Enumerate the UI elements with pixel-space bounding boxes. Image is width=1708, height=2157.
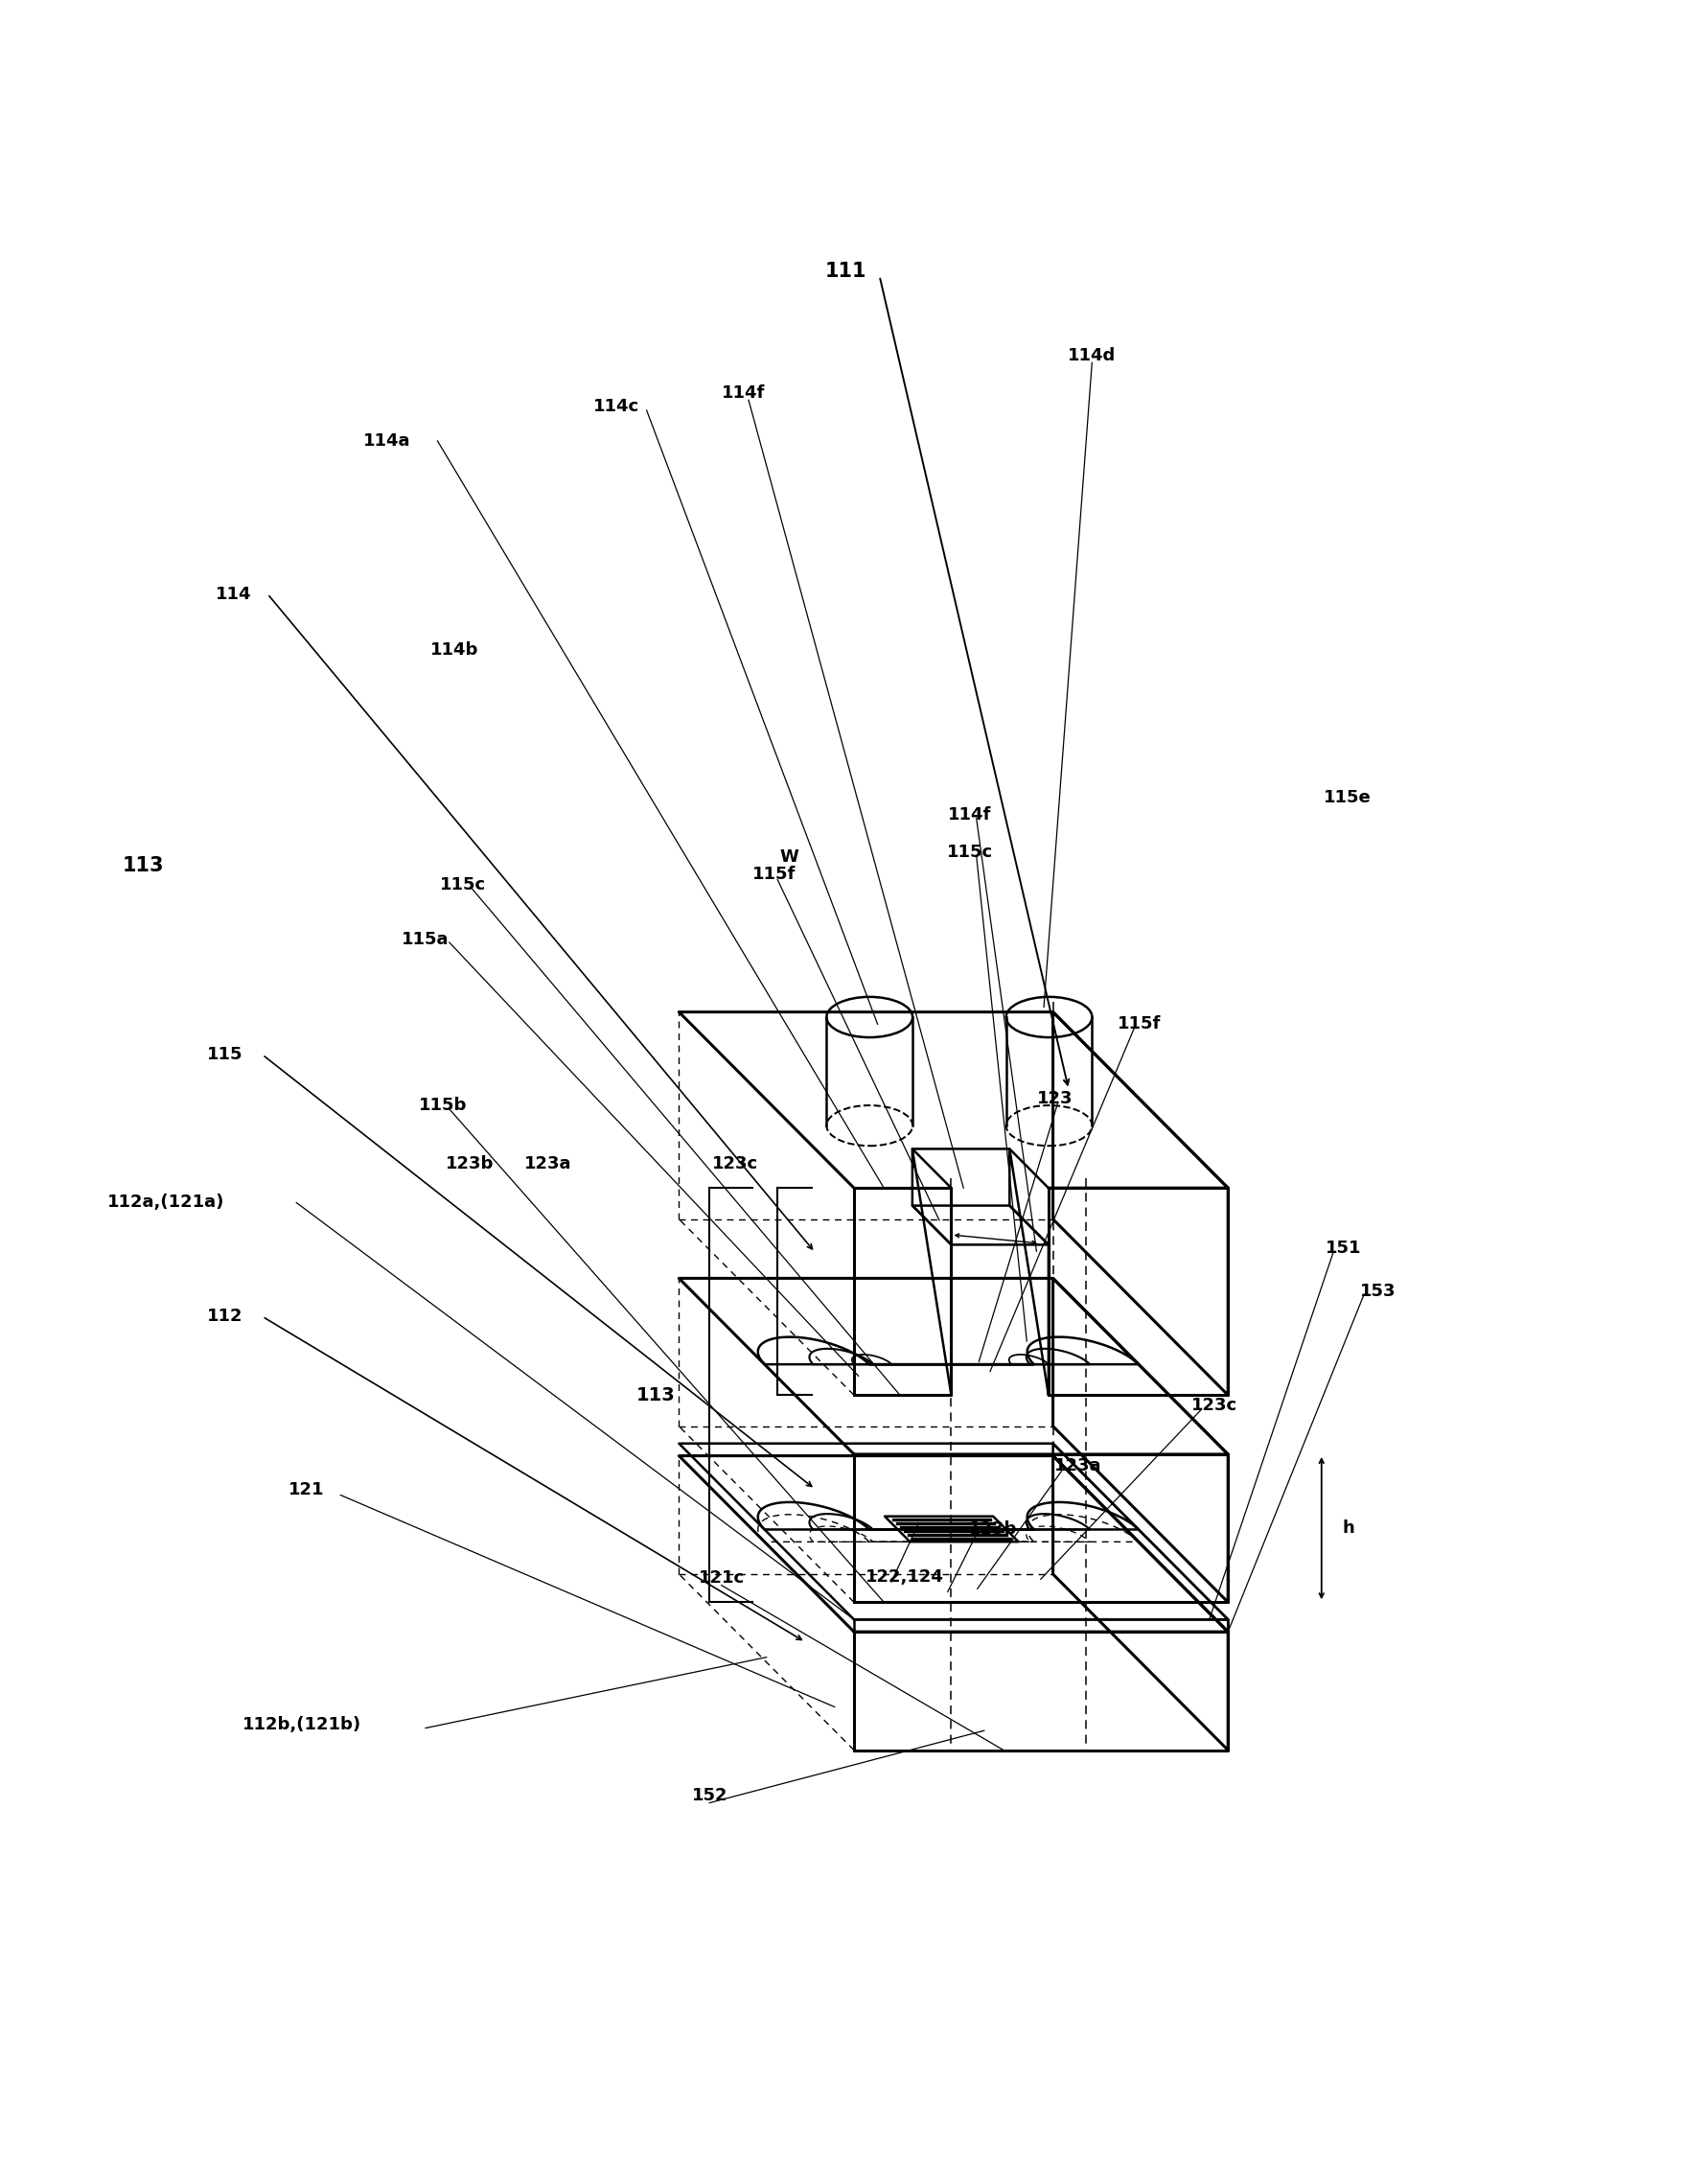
Text: 114d: 114d — [1068, 347, 1115, 365]
Text: 123: 123 — [1037, 1089, 1073, 1107]
Text: 123c: 123c — [712, 1154, 758, 1171]
Text: 123a: 123a — [1054, 1458, 1102, 1475]
Text: 115: 115 — [207, 1046, 243, 1063]
Text: 112a,(121a): 112a,(121a) — [108, 1195, 224, 1212]
Text: 123c: 123c — [1192, 1396, 1238, 1413]
Text: 115f: 115f — [1117, 1016, 1161, 1033]
Text: 114b: 114b — [430, 641, 478, 658]
Text: W: W — [781, 850, 799, 867]
Text: 112: 112 — [207, 1307, 243, 1324]
Text: 123b: 123b — [968, 1521, 1018, 1538]
Text: 114a: 114a — [362, 431, 410, 449]
Text: 123a: 123a — [524, 1154, 572, 1171]
Text: 114f: 114f — [722, 384, 765, 401]
Text: 112b,(121b): 112b,(121b) — [243, 1717, 360, 1734]
Text: 111: 111 — [825, 261, 866, 280]
Text: 153: 153 — [1360, 1283, 1395, 1301]
Text: 114: 114 — [215, 585, 251, 602]
Text: 121: 121 — [289, 1482, 325, 1499]
Text: 114c: 114c — [593, 399, 639, 416]
Text: 114f: 114f — [948, 807, 991, 824]
Text: 152: 152 — [692, 1788, 728, 1805]
Text: 113: 113 — [637, 1387, 675, 1404]
Text: 113: 113 — [123, 856, 164, 876]
Text: 115b: 115b — [418, 1098, 466, 1115]
Text: 115c: 115c — [946, 843, 992, 861]
Text: 123b: 123b — [446, 1154, 494, 1171]
Text: 151: 151 — [1325, 1240, 1361, 1258]
Text: 121c: 121c — [699, 1570, 745, 1588]
Text: 115a: 115a — [401, 930, 449, 947]
Text: 122,124: 122,124 — [866, 1568, 945, 1585]
Text: h: h — [1342, 1521, 1354, 1538]
Text: 115e: 115e — [1324, 789, 1372, 807]
Text: 115f: 115f — [752, 865, 796, 882]
Text: 115c: 115c — [441, 876, 487, 893]
